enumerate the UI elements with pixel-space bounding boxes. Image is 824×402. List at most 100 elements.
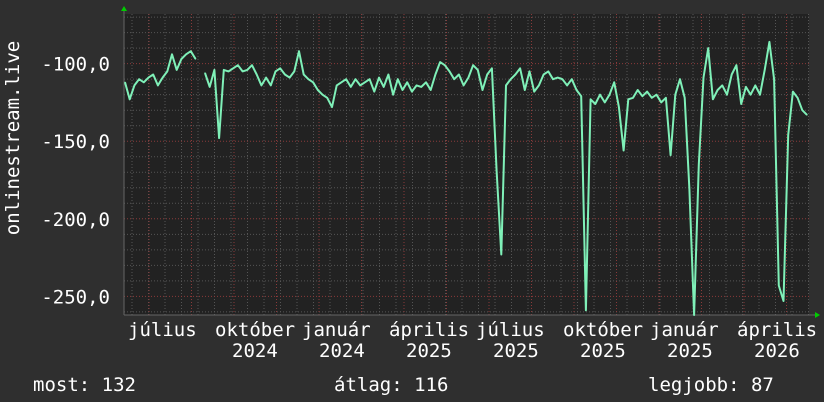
data-point	[528, 70, 531, 73]
data-point	[218, 137, 220, 139]
data-point	[524, 89, 526, 91]
x-tick-year-label: 2024	[232, 340, 278, 362]
legend-best: legjobb: 87	[648, 374, 774, 396]
data-point	[495, 170, 498, 172]
data-point	[256, 73, 258, 76]
data-point	[444, 64, 446, 66]
y-axis-arrow	[121, 6, 127, 11]
data-point	[133, 84, 136, 86]
x-tick-month-label: január	[302, 319, 371, 341]
data-point	[759, 94, 761, 96]
data-point	[622, 149, 625, 152]
x-tick-year-label: 2026	[754, 340, 800, 362]
data-point	[303, 73, 305, 76]
data-point	[688, 188, 691, 190]
data-point	[171, 53, 173, 55]
x-tick-year-label: 2025	[667, 340, 713, 362]
x-tick-year-label: 2024	[319, 340, 365, 362]
data-point	[684, 97, 686, 99]
data-point	[204, 72, 206, 74]
data-point	[646, 90, 648, 93]
data-point	[350, 86, 352, 88]
data-point	[698, 163, 700, 166]
data-point	[660, 101, 662, 104]
data-point	[331, 106, 333, 108]
data-point	[792, 90, 794, 93]
data-point	[557, 77, 559, 79]
legend-average: átlag: 116	[334, 374, 449, 396]
data-point	[608, 94, 611, 96]
data-point	[472, 64, 474, 66]
data-point	[702, 77, 705, 79]
data-point	[693, 314, 695, 316]
data-point	[340, 81, 342, 83]
data-point	[368, 78, 371, 80]
data-point	[223, 69, 225, 71]
data-point	[345, 78, 347, 80]
data-point	[655, 94, 658, 96]
data-point	[731, 73, 733, 76]
data-point	[152, 73, 154, 76]
data-point	[594, 103, 596, 105]
data-point	[448, 70, 451, 73]
data-point	[641, 95, 643, 97]
y-axis-title: onlinestream.live	[2, 40, 24, 236]
data-point	[712, 98, 714, 100]
data-point	[383, 86, 385, 88]
data-point	[726, 94, 728, 96]
data-point	[307, 78, 310, 80]
y-tick-label: -150,0	[41, 131, 110, 153]
data-point	[486, 73, 488, 76]
data-point	[585, 309, 587, 311]
data-point	[180, 58, 183, 60]
data-point	[143, 81, 145, 83]
data-point	[754, 84, 756, 86]
data-point	[298, 50, 300, 52]
data-point	[477, 69, 479, 71]
x-tick-month-label: október	[215, 319, 295, 341]
data-point	[481, 89, 484, 91]
data-point	[434, 73, 437, 76]
x-tick-month-label: október	[563, 319, 643, 341]
data-point	[284, 73, 286, 76]
data-point	[735, 64, 738, 66]
y-tick-label: -100,0	[41, 54, 110, 76]
data-point	[632, 97, 634, 99]
data-point	[373, 90, 375, 93]
x-tick-year-label: 2025	[580, 340, 626, 362]
data-point	[312, 81, 314, 83]
data-point	[237, 64, 239, 66]
data-point	[227, 70, 230, 73]
data-point	[514, 73, 516, 76]
x-tick-year-label: 2025	[493, 340, 539, 362]
data-point	[707, 47, 709, 49]
data-point	[618, 106, 620, 108]
x-tick-month-label: április	[389, 319, 469, 341]
data-point	[401, 89, 404, 91]
data-point	[406, 81, 408, 83]
data-point	[166, 70, 168, 73]
data-point	[764, 69, 766, 71]
data-point	[232, 67, 234, 69]
data-point	[604, 101, 606, 104]
data-point	[321, 94, 324, 96]
data-point	[796, 97, 799, 99]
data-point	[194, 58, 197, 60]
data-point	[665, 97, 667, 99]
data-point	[157, 84, 159, 86]
data-point	[274, 70, 277, 73]
data-point	[627, 98, 629, 100]
data-point	[745, 86, 747, 88]
data-point	[124, 81, 126, 83]
data-point	[138, 78, 140, 80]
data-point	[467, 77, 469, 79]
data-point	[740, 103, 742, 105]
data-point	[378, 77, 380, 79]
x-axis-arrow	[815, 312, 820, 318]
data-point	[458, 73, 460, 76]
data-point	[491, 67, 493, 69]
x-tick-month-label: július	[476, 319, 545, 341]
data-point	[500, 253, 502, 256]
x-tick-year-label: 2025	[406, 340, 452, 362]
data-point	[552, 78, 554, 80]
